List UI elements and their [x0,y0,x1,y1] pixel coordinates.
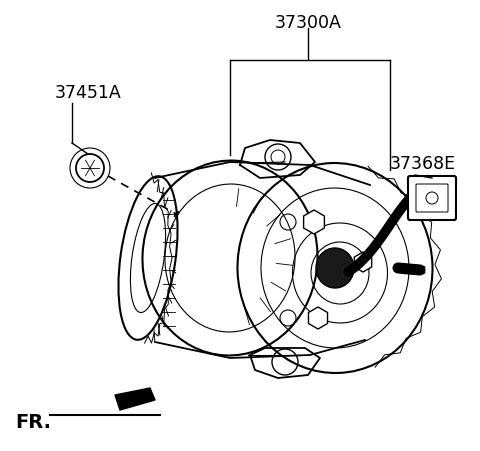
FancyBboxPatch shape [408,176,456,220]
Circle shape [426,192,438,204]
Text: 37451A: 37451A [55,84,122,102]
Text: 37300A: 37300A [275,14,341,32]
Text: FR.: FR. [15,413,51,432]
Circle shape [76,154,104,182]
Ellipse shape [316,248,354,288]
Polygon shape [115,388,155,410]
FancyBboxPatch shape [416,184,448,212]
Text: 37368E: 37368E [390,155,456,173]
